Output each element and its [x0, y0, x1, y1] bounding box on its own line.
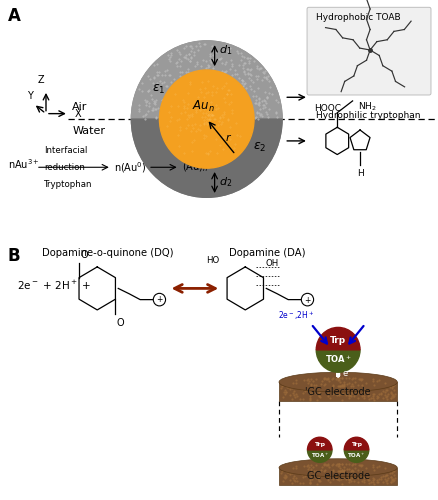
Text: Z: Z [37, 74, 44, 85]
Text: Trp: Trp [330, 336, 346, 345]
Text: 2e$^-$,2H$^+$: 2e$^-$,2H$^+$ [278, 310, 314, 322]
Text: $d_2$: $d_2$ [219, 176, 232, 190]
Text: Y: Y [27, 90, 32, 101]
Text: Hydrophilic tryptophan: Hydrophilic tryptophan [316, 112, 421, 120]
Text: HO: HO [206, 256, 219, 265]
Wedge shape [307, 450, 332, 462]
Text: O: O [80, 250, 88, 260]
Text: $d_1$: $d_1$ [219, 42, 232, 56]
Wedge shape [131, 119, 282, 198]
Text: Trp: Trp [314, 442, 325, 447]
Wedge shape [344, 450, 369, 462]
Text: O: O [117, 318, 124, 328]
Text: r: r [225, 133, 230, 143]
Circle shape [301, 294, 314, 306]
Text: TOA$^+$: TOA$^+$ [325, 354, 352, 365]
Text: H: H [357, 169, 364, 178]
Text: Water: Water [72, 126, 105, 136]
Text: $\varepsilon_1$: $\varepsilon_1$ [152, 83, 165, 96]
Bar [279, 382, 397, 401]
Ellipse shape [279, 372, 397, 392]
Text: TOA$^+$: TOA$^+$ [347, 450, 366, 460]
Text: n(Au$^0$): n(Au$^0$) [114, 160, 146, 174]
Text: e$^-$: e$^-$ [342, 370, 354, 380]
Text: Trp: Trp [351, 442, 362, 447]
Wedge shape [131, 41, 282, 119]
Text: Dopamine (DA): Dopamine (DA) [229, 248, 305, 258]
Text: Tryptophan: Tryptophan [44, 180, 92, 189]
Text: $\varepsilon_2$: $\varepsilon_2$ [253, 140, 266, 154]
Circle shape [131, 41, 282, 198]
Text: Au$_n$: Au$_n$ [192, 99, 215, 114]
Text: 'GC electrode: 'GC electrode [305, 386, 371, 396]
Text: Interfacial: Interfacial [44, 146, 87, 154]
Text: OH: OH [265, 259, 279, 268]
Text: nAu$^{3+}$: nAu$^{3+}$ [8, 156, 39, 170]
Text: GC electrode: GC electrode [307, 471, 370, 481]
Text: Dopamine-o-quinone (DQ): Dopamine-o-quinone (DQ) [42, 248, 173, 258]
Text: B: B [8, 246, 21, 264]
Text: Hydrophobic TOAB: Hydrophobic TOAB [316, 12, 401, 22]
Circle shape [159, 70, 254, 168]
Text: reduction: reduction [44, 163, 85, 172]
Text: (Au)$_n$: (Au)$_n$ [182, 160, 208, 174]
Text: Air: Air [72, 102, 88, 112]
Text: X: X [74, 108, 81, 118]
Text: TOA$^+$: TOA$^+$ [311, 450, 329, 460]
Text: A: A [8, 7, 21, 25]
Circle shape [153, 294, 166, 306]
Bar [279, 468, 397, 485]
Text: HOOC: HOOC [314, 104, 341, 112]
Wedge shape [316, 328, 360, 350]
Wedge shape [344, 437, 369, 450]
Wedge shape [316, 350, 360, 372]
Wedge shape [307, 437, 332, 450]
Text: NH$_2$: NH$_2$ [358, 100, 376, 112]
FancyBboxPatch shape [307, 8, 431, 95]
Text: $+$: $+$ [304, 294, 311, 304]
Ellipse shape [279, 459, 397, 476]
Text: $+$: $+$ [155, 294, 163, 304]
Text: 2e$^-$ + 2H$^+$ +: 2e$^-$ + 2H$^+$ + [17, 279, 91, 292]
